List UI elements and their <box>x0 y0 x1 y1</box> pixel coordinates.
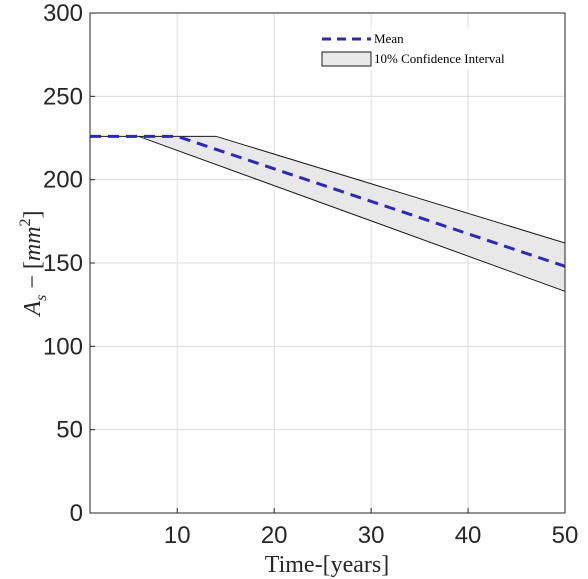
y-tick-label: 100 <box>43 333 83 360</box>
x-tick-label: 10 <box>164 522 191 549</box>
y-tick-label: 50 <box>56 417 83 444</box>
y-tick-label: 250 <box>43 83 83 110</box>
y-axis-title: As − [mm2] <box>17 210 50 317</box>
y-axis-lbracket: [ <box>20 261 46 269</box>
y-tick-label: 300 <box>43 0 83 27</box>
x-tick-label: 20 <box>261 522 288 549</box>
legend-label-mean: Mean <box>374 31 404 46</box>
y-axis-exponent: 2 <box>17 218 34 226</box>
tick-mark-layer <box>90 12 566 514</box>
legend-label-confidence-interval: 10% Confidence Interval <box>374 51 505 66</box>
y-tick-label: 0 <box>70 500 83 527</box>
y-axis-symbol: A <box>20 301 46 318</box>
y-axis-rbracket: ] <box>20 210 46 218</box>
x-axis-title: Time-[years] <box>265 552 389 578</box>
x-tick-label: 50 <box>552 522 579 549</box>
legend: Mean 10% Confidence Interval <box>315 28 550 70</box>
x-tick-label: 30 <box>358 522 385 549</box>
legend-swatch-confidence-interval <box>321 51 372 67</box>
x-tick-label: 40 <box>455 522 482 549</box>
y-axis-unit: mm <box>20 226 46 261</box>
y-tick-label: 200 <box>43 167 83 194</box>
y-axis-dash: − <box>20 275 46 289</box>
y-axis-subscript: s <box>33 295 50 301</box>
y-tick-label: 150 <box>43 250 83 277</box>
tick-label-layer: 10 20 30 40 50 0 50 100 150 200 250 300 <box>43 0 578 549</box>
